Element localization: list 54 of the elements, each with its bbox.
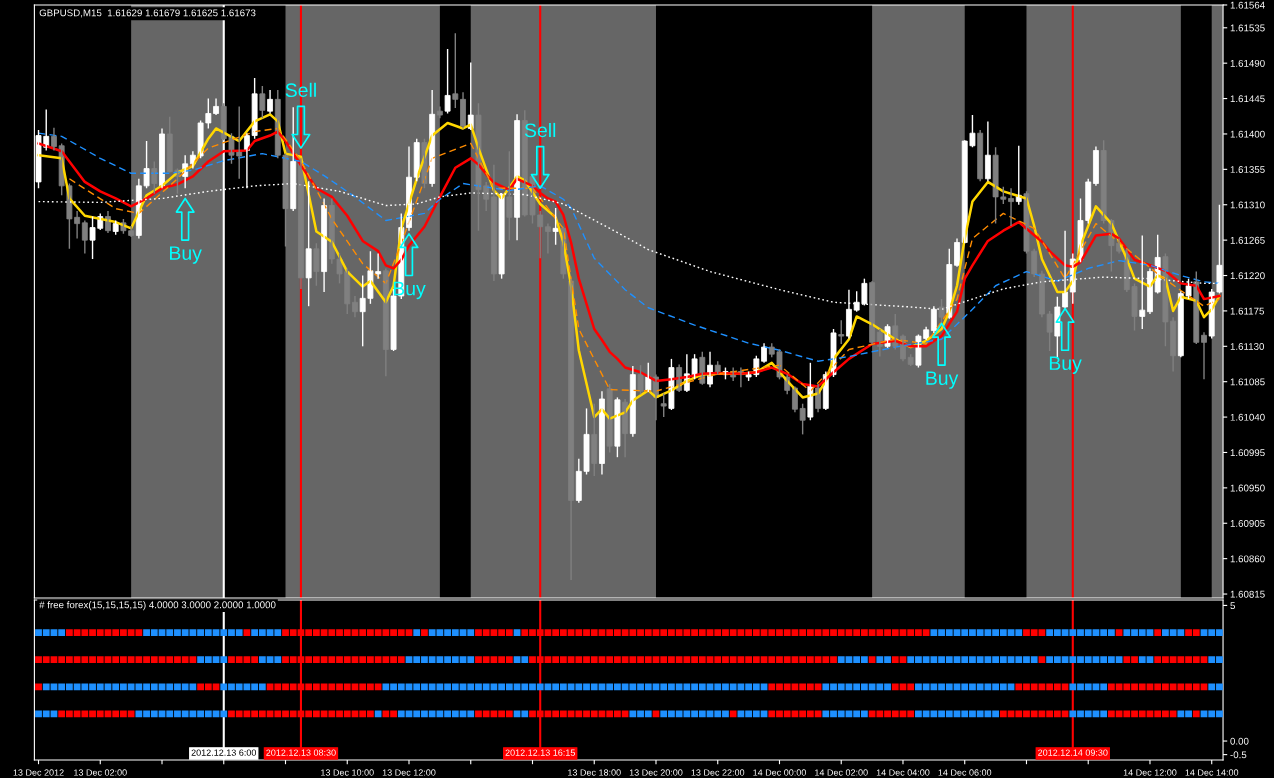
x-tick-label: 14 Dec 04:00	[876, 769, 930, 776]
y-tick-label: 1.61085	[1230, 378, 1265, 386]
candlestick	[498, 192, 505, 280]
y-tick-label: 1.61445	[1230, 95, 1265, 103]
x-tick-label: 13 Dec 02:00	[74, 769, 127, 776]
y-tick-label: 1.61355	[1230, 166, 1265, 173]
x-tick-label: 13 Dec 2012	[13, 769, 64, 776]
y-tick-label: 1.60815	[1230, 590, 1265, 598]
y-tick-label: 1.61265	[1230, 236, 1265, 244]
y-tick-label: 1.61175	[1230, 307, 1264, 315]
y-tick-label: 1.61400	[1230, 130, 1265, 138]
candlestick	[552, 207, 559, 246]
x-tick-label: 14 Dec 14:00	[1185, 769, 1239, 776]
chart-title: # free forex(15,15,15,15) 4.0000 3.0000 2.0000 1.0000	[39, 601, 276, 611]
x-tick-label: 13 Dec 18:00	[568, 769, 621, 776]
candlestick	[444, 48, 451, 115]
y-tick-label: 0.00	[1230, 737, 1249, 745]
x-tick-label: 13 Dec 20:00	[629, 769, 683, 776]
candlestick	[938, 298, 945, 325]
x-tick-label: 13 Dec 12:00	[382, 769, 436, 776]
y-tick-label: 1.61040	[1230, 413, 1265, 421]
x-tick-label: 14 Dec 06:00	[938, 769, 992, 776]
chart-title: GBPUSD,M15 1.61629 1.61679 1.61625 1.61673	[39, 9, 256, 18]
ref-line-label: 2012.12.13 6:00	[191, 749, 257, 756]
candlestick	[259, 85, 266, 119]
candlestick	[660, 392, 667, 418]
candlestick	[614, 396, 621, 458]
candlestick	[313, 242, 320, 287]
y-tick-label: 1.60995	[1230, 449, 1265, 457]
candlestick	[807, 362, 814, 421]
y-tick-label: -0.5	[1230, 751, 1247, 759]
y-tick-label: 1.61564	[1230, 1, 1265, 9]
y-tick-label: 1.60860	[1230, 555, 1265, 563]
candlestick	[838, 319, 845, 345]
y-tick-label: 1.61220	[1230, 272, 1265, 280]
y-tick-label: 1.61535	[1230, 24, 1265, 32]
y-tick-label: 1.60905	[1230, 519, 1265, 527]
x-tick-label: 13 Dec 10:00	[321, 769, 374, 776]
x-tick-label: 13 Dec 22:00	[691, 769, 745, 776]
y-tick-label: 1.61130	[1230, 343, 1265, 350]
ref-line-label: 2012.12.13 16:15	[505, 749, 575, 756]
y-tick-label: 1.60950	[1230, 484, 1265, 492]
annotation: Buy	[926, 371, 959, 389]
ref-line-label: 2012.12.14 09:30	[1038, 749, 1108, 756]
x-tick-label: 14 Dec 02:00	[815, 769, 868, 776]
annotation: Buy	[170, 246, 202, 264]
y-tick-label: 1.61310	[1230, 201, 1265, 209]
x-tick-label: 14 Dec 12:00	[1123, 769, 1177, 776]
x-tick-label: 14 Dec 00:00	[753, 769, 806, 776]
candlestick	[637, 364, 644, 395]
y-tick-label: 5	[1230, 602, 1235, 610]
candlestick	[452, 32, 459, 109]
ref-line-label: 2012.12.13 08:30	[266, 749, 336, 756]
y-tick-label: 1.61490	[1230, 59, 1265, 67]
